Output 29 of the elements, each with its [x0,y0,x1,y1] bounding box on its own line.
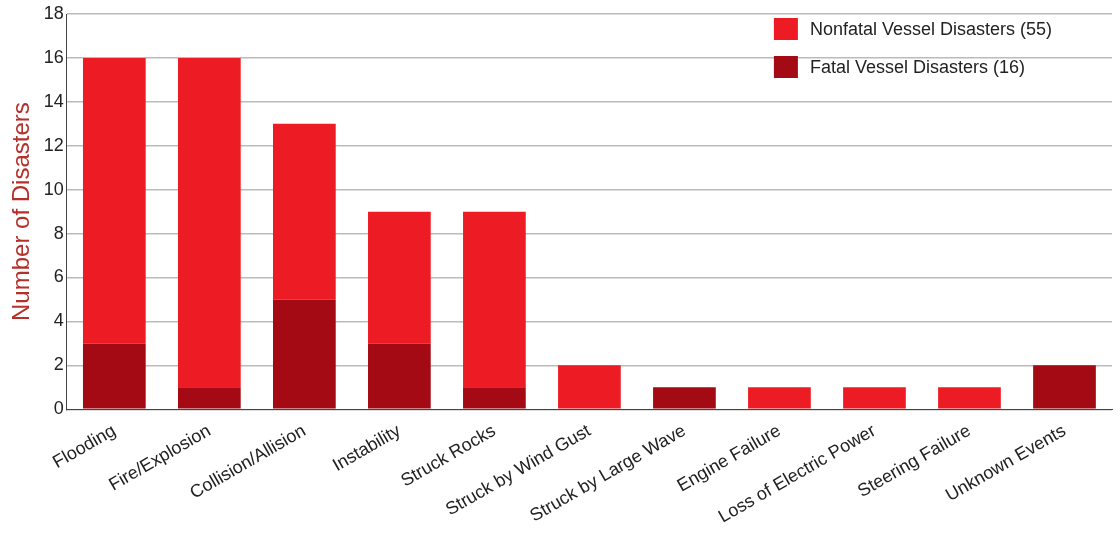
y-tick-label: 8 [53,222,64,243]
bar [558,365,621,409]
bar [368,211,431,344]
y-tick-label: 12 [43,134,64,155]
bar [368,343,431,409]
legend-label: Fatal Vessel Disasters (16) [809,56,1025,77]
bar [463,211,526,388]
bar [273,123,336,300]
legend-label: Nonfatal Vessel Disasters (55) [809,18,1053,39]
bar [748,387,811,409]
y-tick-label: 16 [43,46,64,67]
bar [938,387,1001,409]
bar [1033,365,1096,409]
bar [843,387,906,409]
bar [177,57,241,388]
y-tick-label: 18 [43,2,64,23]
y-tick-label: 10 [43,178,64,199]
bar [82,57,146,344]
bar [653,387,716,409]
y-tick-label: 6 [53,266,64,287]
y-tick-label: 0 [53,398,64,419]
y-axis-title: Number of Disasters [7,102,35,321]
bar [177,387,241,409]
bar [463,387,526,409]
bar [82,343,146,409]
bar [273,299,336,409]
y-tick-label: 4 [53,310,64,331]
y-tick-label: 14 [43,90,64,111]
y-tick-label: 2 [53,354,64,375]
